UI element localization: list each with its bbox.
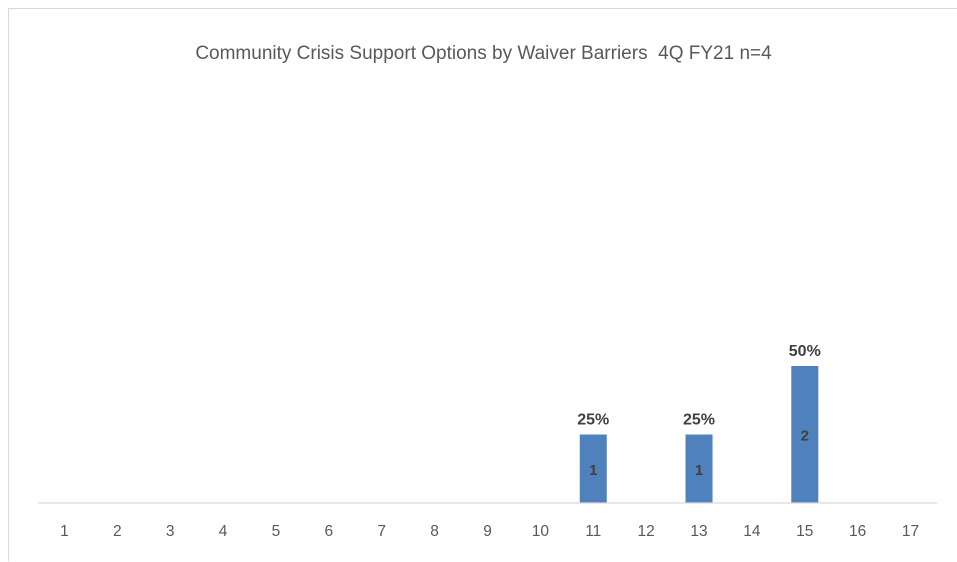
x-tick-label-3: 3 [166,523,175,540]
x-tick-label-4: 4 [219,523,228,540]
percent-label-11: 25% [577,412,609,429]
x-tick-label-15: 15 [796,523,813,540]
bar-15 [791,366,819,503]
count-label-15: 2 [801,428,809,445]
bar-13 [685,434,713,503]
x-tick-label-11: 11 [585,523,601,540]
chart-title: Community Crisis Support Options by Waiv… [195,43,772,64]
x-tick-label-9: 9 [483,523,492,540]
x-tick-label-8: 8 [430,523,439,540]
x-tick-label-5: 5 [272,523,281,540]
x-tick-label-12: 12 [638,523,655,540]
x-tick-label-13: 13 [690,523,707,540]
x-tick-label-14: 14 [743,523,761,540]
x-tick-label-10: 10 [532,523,550,540]
count-label-11: 1 [589,462,597,479]
x-tick-label-17: 17 [902,523,919,540]
x-tick-label-6: 6 [325,523,334,540]
x-tick-label-1: 1 [60,523,69,540]
bar-11 [579,434,607,503]
chart-frame: Community Crisis Support Options by Waiv… [8,8,957,561]
count-label-13: 1 [695,462,703,479]
x-tick-label-7: 7 [377,523,386,540]
percent-label-15: 50% [789,343,821,360]
x-tick-label-16: 16 [849,523,866,540]
x-tick-label-2: 2 [113,523,122,540]
percent-label-13: 25% [683,412,715,429]
